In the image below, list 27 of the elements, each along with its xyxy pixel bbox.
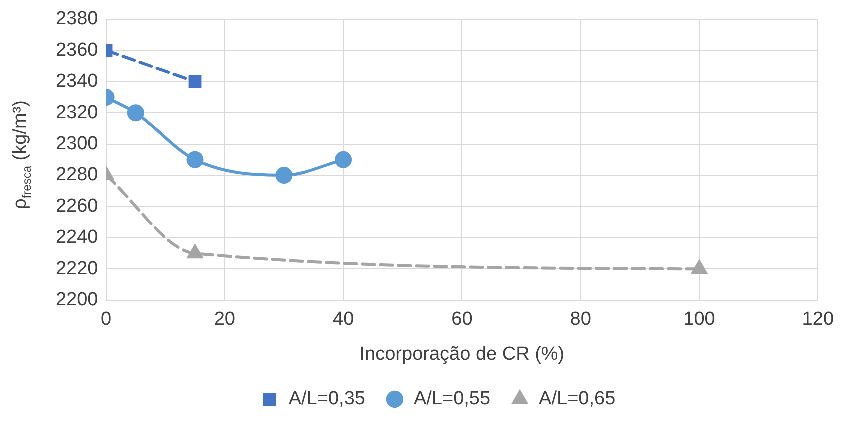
x-tick-label: 20 — [214, 309, 236, 330]
x-axis-title: Incorporação de CR (%) — [360, 344, 565, 365]
x-tick-label: 60 — [452, 309, 473, 330]
y-tick-label: 2320 — [56, 102, 98, 124]
x-tick-label: 100 — [684, 309, 716, 330]
legend-label: A/L=0,65 — [539, 388, 616, 410]
point — [335, 151, 352, 168]
point — [127, 104, 144, 122]
x-tick-label: 40 — [332, 309, 354, 330]
x-tick-label: 120 — [802, 309, 834, 330]
y-tick-label: 2380 — [56, 8, 98, 30]
point — [276, 167, 293, 184]
point — [188, 245, 203, 259]
y-tick-label: 2280 — [56, 164, 98, 186]
y-tick-label: 2260 — [56, 196, 98, 217]
x-tick-label: 0 — [100, 309, 112, 330]
y-tick-label: 2360 — [56, 40, 98, 61]
x-tick-label: 80 — [570, 309, 592, 330]
y-tick-label: 2340 — [56, 71, 98, 92]
legend-label: A/L=0,35 — [288, 388, 366, 410]
point — [692, 260, 708, 274]
point — [186, 151, 204, 168]
y-tick-label: 2300 — [56, 134, 98, 155]
y-tick-label: 2240 — [56, 227, 98, 248]
y-tick-label: 2200 — [56, 290, 98, 311]
y-tick-label: 2220 — [56, 258, 98, 280]
legend-label: A/L=0,55 — [414, 388, 491, 410]
